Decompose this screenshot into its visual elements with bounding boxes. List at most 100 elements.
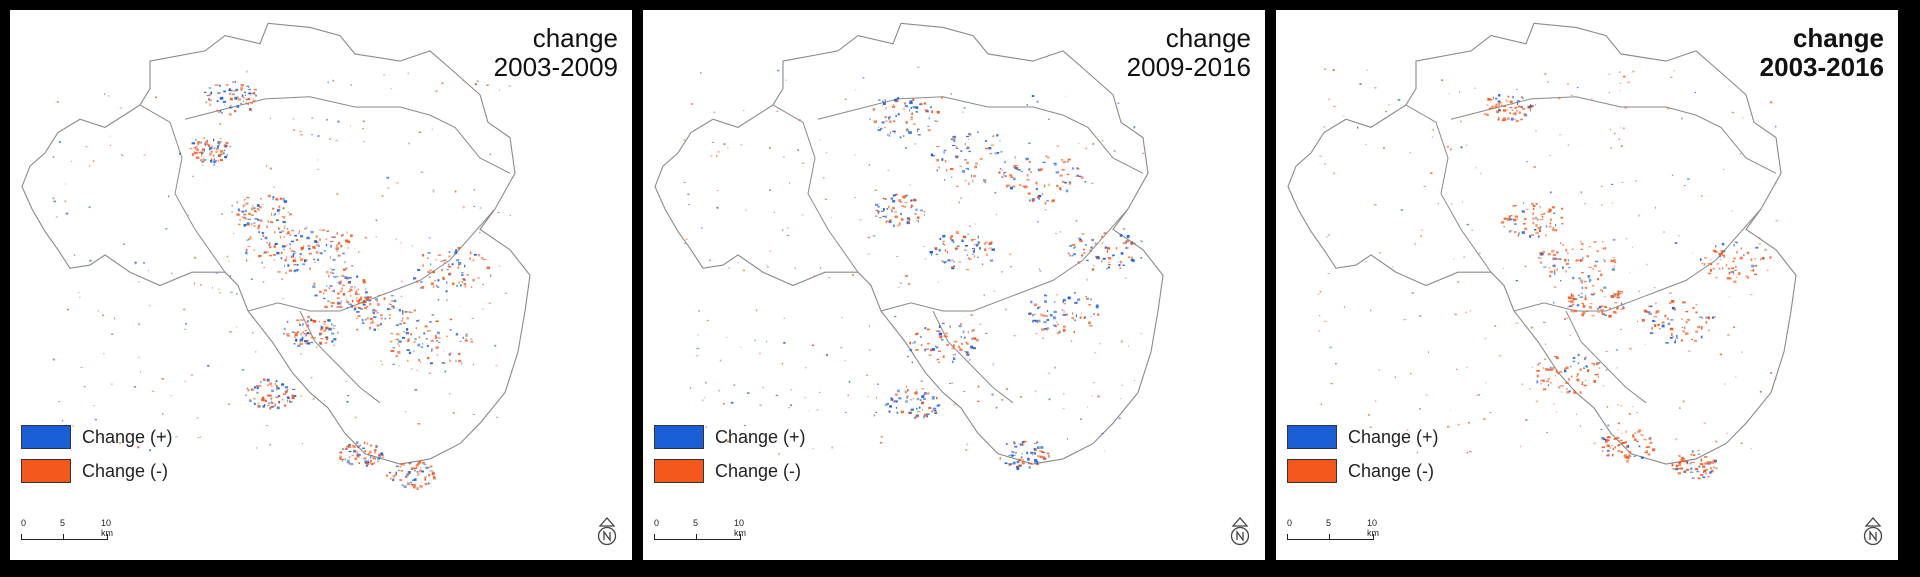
change-positive-pixel (249, 399, 252, 403)
change-positive-pixel (347, 395, 350, 397)
change-positive-pixel (875, 411, 878, 413)
change-positive-pixel (414, 470, 416, 472)
change-negative-pixel (250, 102, 253, 105)
change-negative-pixel (1657, 323, 1660, 326)
change-negative-pixel (1324, 68, 1327, 70)
change-positive-pixel (1529, 104, 1532, 107)
change-negative-pixel (893, 104, 895, 106)
change-negative-pixel (1697, 449, 1700, 452)
change-negative-pixel (340, 244, 343, 248)
change-positive-pixel (341, 448, 344, 451)
change-negative-pixel (266, 384, 269, 387)
change-positive-pixel (931, 396, 935, 398)
change-negative-pixel (1414, 242, 1416, 245)
change-negative-pixel (1064, 313, 1068, 316)
change-positive-pixel (293, 395, 297, 397)
change-negative-pixel (1613, 438, 1617, 440)
change-negative-pixel (276, 384, 278, 388)
change-negative-pixel (395, 355, 399, 358)
change-positive-pixel (730, 401, 734, 404)
change-positive-pixel (963, 107, 966, 109)
change-negative-pixel (326, 338, 329, 341)
change-positive-pixel (446, 281, 448, 284)
change-negative-pixel (411, 484, 415, 487)
change-negative-pixel (1569, 296, 1572, 299)
change-positive-pixel (918, 406, 921, 409)
change-negative-pixel (740, 144, 743, 146)
change-negative-pixel (1758, 243, 1761, 245)
change-negative-pixel (1500, 221, 1505, 224)
change-positive-pixel (1093, 264, 1095, 267)
change-negative-pixel (413, 485, 416, 489)
change-positive-pixel (395, 324, 399, 326)
change-negative-pixel (357, 300, 360, 302)
change-positive-pixel (971, 337, 973, 340)
change-negative-pixel (706, 319, 709, 322)
change-negative-pixel (776, 110, 778, 112)
change-positive-pixel (203, 159, 207, 161)
change-positive-pixel (971, 247, 975, 250)
change-negative-pixel (936, 359, 938, 361)
change-positive-pixel (965, 351, 969, 354)
change-positive-pixel (209, 93, 211, 96)
change-negative-pixel (1517, 233, 1519, 237)
change-negative-pixel (1133, 396, 1135, 398)
change-negative-pixel (319, 238, 321, 241)
change-negative-pixel (336, 193, 339, 195)
change-negative-pixel (1552, 226, 1554, 230)
change-negative-pixel (1600, 288, 1602, 292)
change-negative-pixel (1603, 295, 1606, 298)
change-negative-pixel (262, 281, 265, 283)
change-negative-pixel (238, 223, 241, 226)
change-negative-pixel (895, 193, 898, 196)
change-negative-pixel (203, 160, 205, 162)
change-negative-pixel (337, 301, 339, 304)
change-positive-pixel (236, 105, 240, 108)
change-positive-pixel (877, 205, 880, 208)
change-positive-pixel (1522, 97, 1524, 100)
change-negative-pixel (1722, 168, 1725, 170)
change-positive-pixel (985, 140, 988, 142)
change-negative-pixel (1557, 258, 1561, 260)
change-negative-pixel (1510, 215, 1513, 217)
change-positive-pixel (1675, 467, 1679, 471)
change-positive-pixel (888, 220, 892, 224)
change-negative-pixel (389, 472, 392, 474)
change-negative-pixel (1133, 380, 1136, 382)
scale-bar-line (1287, 534, 1374, 540)
change-positive-pixel (1005, 308, 1007, 311)
change-positive-pixel (328, 327, 332, 331)
change-negative-pixel (916, 332, 919, 335)
change-negative-pixel (1774, 183, 1777, 185)
change-negative-pixel (358, 462, 360, 464)
change-negative-pixel (939, 335, 943, 339)
change-negative-pixel (1760, 257, 1762, 261)
change-negative-pixel (317, 168, 320, 170)
change-positive-pixel (1564, 369, 1567, 373)
change-negative-pixel (403, 463, 405, 466)
change-negative-pixel (226, 255, 229, 258)
change-negative-pixel (1532, 207, 1535, 211)
change-negative-pixel (432, 271, 435, 274)
change-negative-pixel (109, 135, 111, 137)
change-negative-pixel (209, 103, 212, 106)
change-positive-pixel (210, 91, 213, 95)
change-negative-pixel (781, 362, 784, 365)
change-negative-pixel (67, 258, 68, 260)
change-positive-pixel (1073, 292, 1076, 294)
change-positive-pixel (411, 245, 414, 247)
change-negative-pixel (957, 345, 960, 348)
change-negative-pixel (1579, 259, 1583, 262)
change-negative-pixel (801, 162, 805, 165)
change-positive-pixel (1691, 477, 1693, 479)
change-negative-pixel (300, 332, 302, 336)
change-negative-pixel (271, 385, 273, 387)
change-negative-pixel (968, 258, 972, 260)
change-negative-pixel (1022, 458, 1024, 461)
change-negative-pixel (211, 145, 213, 149)
change-negative-pixel (1668, 302, 1672, 304)
change-positive-pixel (356, 441, 359, 444)
change-negative-pixel (1478, 394, 1480, 396)
change-positive-pixel (323, 250, 326, 252)
change-negative-pixel (206, 143, 210, 146)
